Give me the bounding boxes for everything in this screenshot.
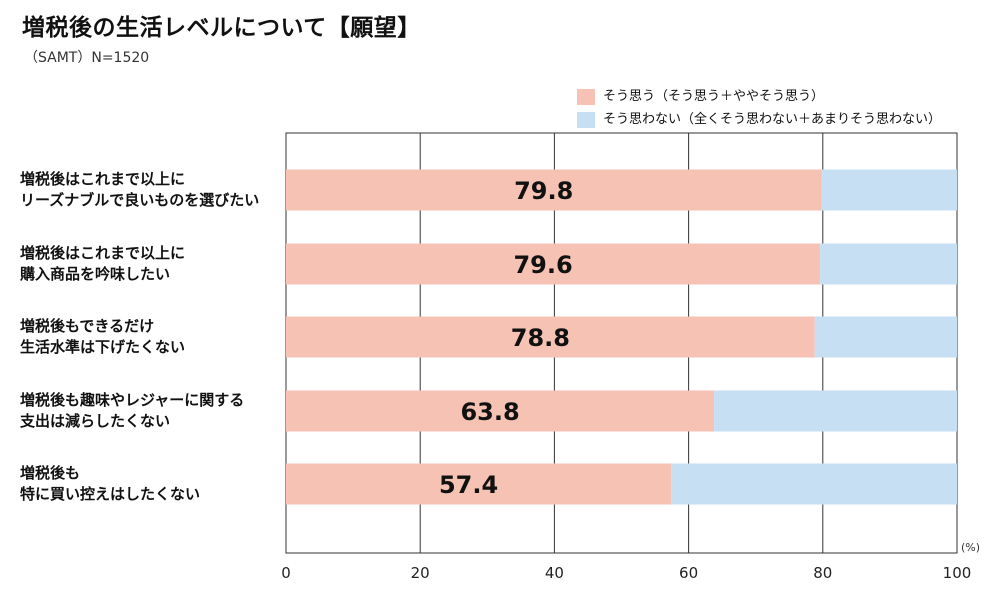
data-label: 57.4 bbox=[439, 471, 498, 499]
bar-disagree bbox=[671, 463, 957, 505]
legend-label-disagree: そう思わない（全くそう思わない＋あまりそう思わない） bbox=[603, 112, 942, 127]
category-label-line2: 購入商品を吟味したい bbox=[20, 265, 171, 283]
category-label-line1: 増税後も趣味やレジャーに関する bbox=[20, 391, 245, 409]
category-label-line2: リーズナブルで良いものを選びたい bbox=[20, 191, 260, 209]
legend-swatch-disagree bbox=[577, 112, 595, 128]
category-label-line1: 増税後も bbox=[20, 464, 81, 482]
bar-disagree bbox=[814, 316, 957, 358]
category-label: 増税後もできるだけ 生活水準は下げたくない bbox=[20, 316, 282, 358]
bar-agree bbox=[286, 169, 822, 211]
x-tick-label: 80 bbox=[813, 564, 832, 582]
axis-unit: (%) bbox=[961, 541, 981, 554]
category-label-line1: 増税後はこれまで以上に bbox=[20, 244, 186, 262]
x-tick-label: 60 bbox=[679, 564, 698, 582]
legend-swatch-agree bbox=[577, 89, 595, 105]
category-label: 増税後も 特に買い控えはしたくない bbox=[20, 463, 282, 505]
category-label-line1: 増税後はこれまで以上に bbox=[20, 170, 186, 188]
data-label: 79.8 bbox=[514, 177, 573, 205]
category-label: 増税後はこれまで以上に リーズナブルで良いものを選びたい bbox=[20, 169, 282, 211]
chart-title: 増税後の生活レベルについて【願望】 bbox=[22, 15, 421, 41]
bar-disagree bbox=[820, 243, 957, 285]
data-label: 78.8 bbox=[511, 324, 570, 352]
category-label: 増税後はこれまで以上に 購入商品を吟味したい bbox=[20, 243, 282, 285]
data-label: 63.8 bbox=[460, 398, 519, 426]
x-tick-label: 100 bbox=[943, 564, 972, 582]
category-label: 増税後も趣味やレジャーに関する 支出は減らしたくない bbox=[20, 390, 282, 432]
category-label-line1: 増税後もできるだけ bbox=[20, 317, 155, 335]
x-tick-label: 40 bbox=[545, 564, 564, 582]
bar-disagree bbox=[821, 169, 957, 211]
category-label-line2: 支出は減らしたくない bbox=[20, 412, 171, 430]
chart-subtitle: （SAMT）N=1520 bbox=[24, 50, 150, 66]
bar-agree bbox=[286, 316, 815, 358]
x-tick-label: 20 bbox=[411, 564, 430, 582]
data-label: 79.6 bbox=[513, 251, 572, 279]
category-label-line2: 特に買い控えはしたくない bbox=[20, 485, 201, 503]
bar-agree bbox=[286, 390, 715, 432]
bar-disagree bbox=[714, 390, 957, 432]
x-tick-label: 0 bbox=[281, 564, 291, 582]
bar-agree bbox=[286, 243, 821, 285]
legend-label-agree: そう思う（そう思う＋ややそう思う） bbox=[603, 89, 825, 104]
category-label-line2: 生活水準は下げたくない bbox=[20, 338, 186, 356]
bar-agree bbox=[286, 463, 672, 505]
